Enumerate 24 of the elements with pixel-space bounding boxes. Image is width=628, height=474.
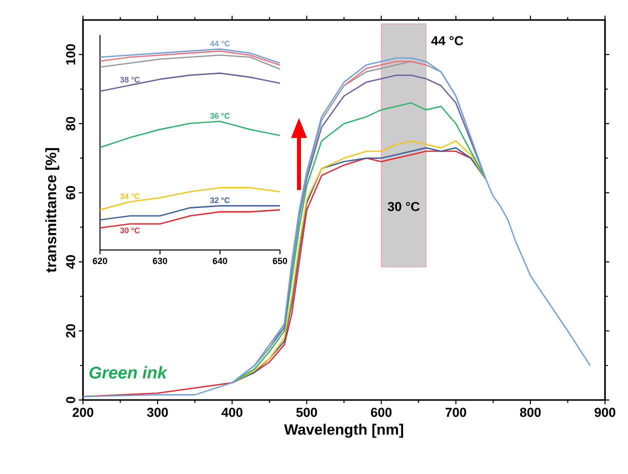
y-tick-label: 0 — [66, 396, 76, 404]
annotation: 44 °C — [431, 36, 464, 46]
x-tick-label: 900 — [594, 408, 616, 417]
x-tick-label: 620 — [92, 258, 108, 264]
x-tick-label: 400 — [222, 408, 242, 417]
line-series — [343, 60, 427, 86]
x-axis-title: Wavelength [nm] — [284, 424, 404, 438]
x-tick-label: 640 — [212, 258, 228, 264]
y-tick-label: 20 — [66, 324, 76, 338]
y-tick-label: 60 — [66, 186, 76, 200]
y-tick-label: 40 — [66, 255, 76, 269]
annotation: Green ink — [90, 366, 168, 379]
annotation: 30 °C — [388, 202, 420, 212]
y-axis-title: transmittance [%] — [45, 148, 60, 273]
x-tick-label: 500 — [296, 408, 317, 417]
x-tick-label: 300 — [147, 408, 168, 417]
x-tick-label: 800 — [520, 408, 541, 417]
y-tick-label: 100 — [66, 44, 76, 65]
x-tick-label: 630 — [152, 258, 168, 264]
x-tick-label: 200 — [72, 408, 94, 417]
x-tick-label: 600 — [370, 408, 392, 417]
x-tick-label: 700 — [446, 408, 466, 417]
x-tick-label: 650 — [272, 258, 288, 264]
y-tick-label: 80 — [66, 116, 76, 130]
